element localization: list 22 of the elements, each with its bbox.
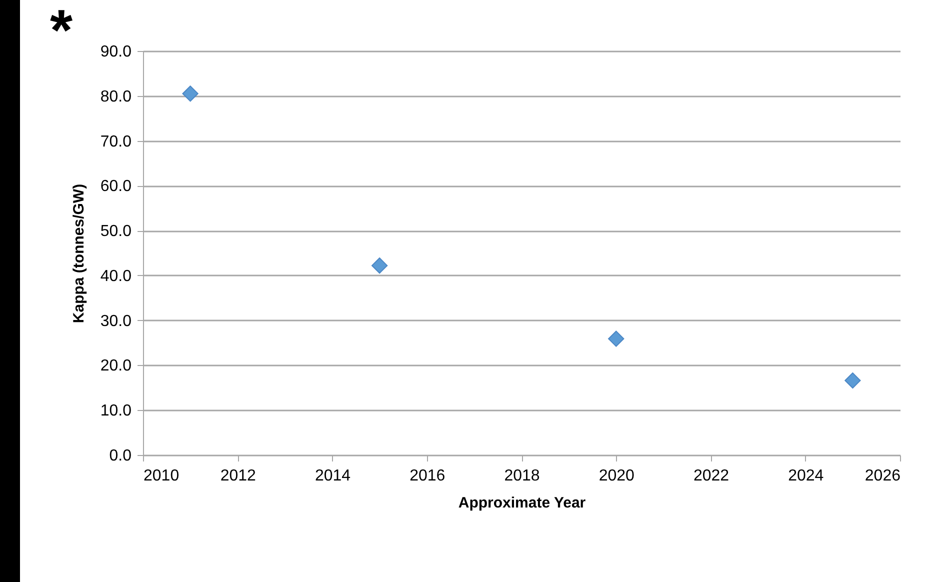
- x-tick-label: 2014: [314, 468, 351, 484]
- x-tick-label: 2024: [788, 468, 824, 484]
- text: *: [50, 0, 73, 63]
- y-tick-label: 0.0: [109, 448, 132, 464]
- x-tick-label: 2012: [220, 468, 256, 484]
- y-tick-label: 90.0: [100, 44, 132, 60]
- x-tick-label: 2026: [864, 468, 901, 484]
- y-tick-label: 60.0: [100, 178, 132, 196]
- y-tick-label: 10.0: [100, 402, 132, 420]
- x-tick-label: 2020: [598, 468, 635, 484]
- x-tick-label: 2016: [410, 468, 446, 484]
- y-tick-label: 80.0: [100, 88, 132, 106]
- y-tick-label: 50.0: [100, 223, 132, 240]
- x-axis-title: Approximate Year: [458, 494, 586, 512]
- y-tick-label: 20.0: [100, 358, 132, 375]
- x-tick-label: 2022: [693, 468, 730, 484]
- x-tick-label: 2018: [504, 468, 540, 484]
- x-tick-label: 2010: [144, 468, 180, 484]
- y-tick-label: 70.0: [100, 133, 132, 150]
- y-tick-label: 30.0: [100, 312, 132, 330]
- y-axis-title: Kappa (tonnes/GW): [70, 184, 88, 324]
- y-tick-label: 40.0: [100, 268, 132, 285]
